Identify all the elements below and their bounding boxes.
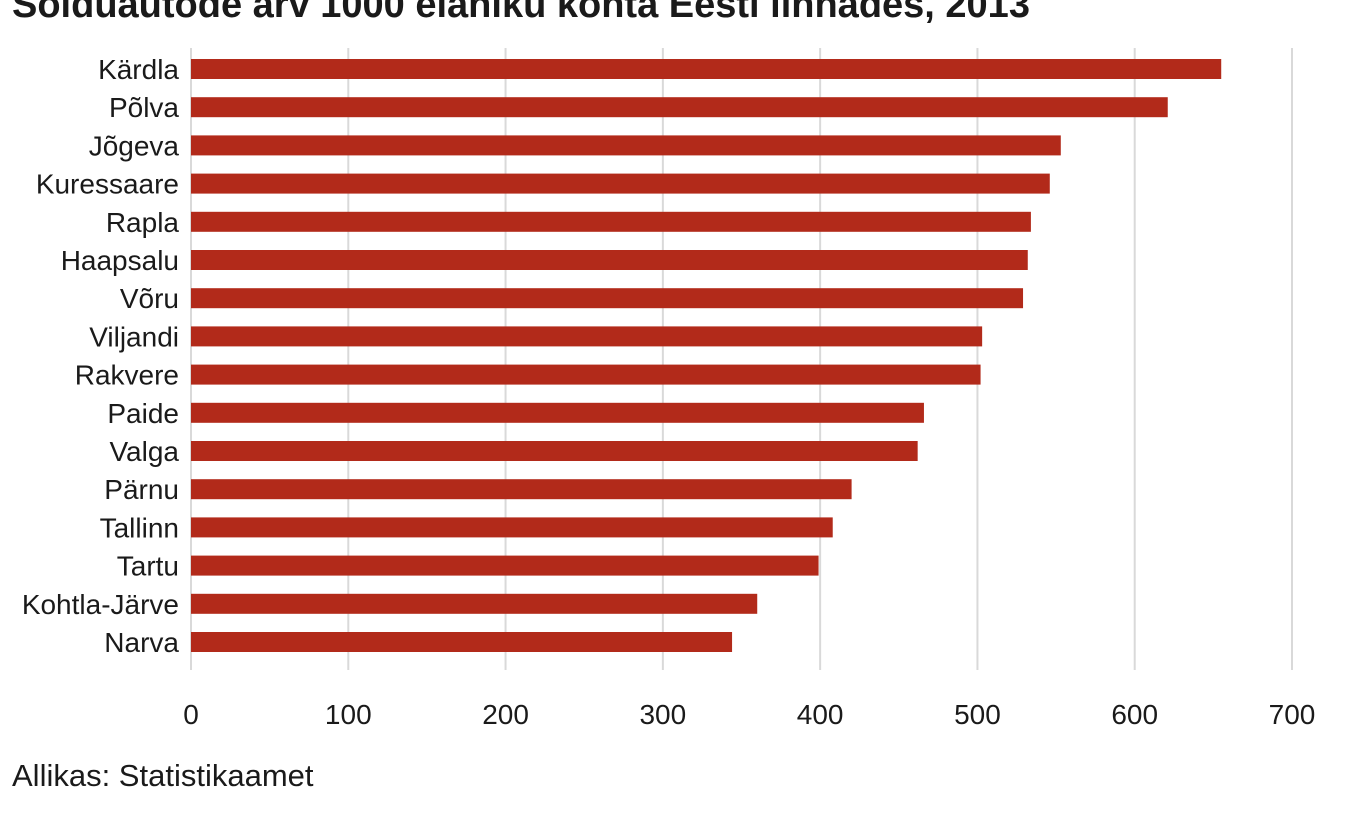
category-label: Kärdla xyxy=(98,54,179,85)
x-tick-label: 700 xyxy=(1269,699,1316,730)
bar xyxy=(191,288,1024,309)
bars xyxy=(191,59,1222,652)
category-label: Kohtla-Järve xyxy=(22,589,179,620)
category-label: Pärnu xyxy=(104,474,179,505)
category-label: Võru xyxy=(120,283,179,314)
category-label: Rapla xyxy=(106,207,180,238)
category-label: Kuressaare xyxy=(36,169,179,200)
category-label: Narva xyxy=(104,627,179,658)
x-tick-label: 0 xyxy=(183,699,199,730)
chart-title: Sõiduautode arv 1000 elaniku kohta Eesti… xyxy=(12,0,1030,26)
category-label: Jõgeva xyxy=(89,130,180,161)
category-label: Tartu xyxy=(117,551,179,582)
bar xyxy=(191,441,918,461)
bar xyxy=(191,364,981,385)
x-tick-label: 600 xyxy=(1111,699,1158,730)
bar xyxy=(191,326,983,347)
bar xyxy=(191,632,733,652)
category-label: Haapsalu xyxy=(61,245,179,276)
bar xyxy=(191,517,833,538)
bar xyxy=(191,250,1028,270)
category-label: Viljandi xyxy=(89,321,179,352)
bar xyxy=(191,59,1222,79)
bar xyxy=(191,97,1168,118)
bar xyxy=(191,135,1061,156)
bar xyxy=(191,173,1050,194)
x-tick-label: 200 xyxy=(482,699,529,730)
bar xyxy=(191,555,819,576)
category-label: Tallinn xyxy=(100,512,179,543)
source-note: Allikas: Statistikaamet xyxy=(12,758,314,793)
x-tick-label: 100 xyxy=(325,699,372,730)
category-label: Põlva xyxy=(109,92,179,123)
bar xyxy=(191,593,758,614)
bar xyxy=(191,479,852,500)
x-tick-label: 300 xyxy=(639,699,686,730)
x-tick-labels: 0 100 200 300 400 500 600 700 xyxy=(183,699,1315,730)
bar xyxy=(191,402,924,423)
category-label: Rakvere xyxy=(75,360,179,391)
bar-chart: Kärdla Põlva Jõgeva Kuressaare Rapla Haapsalu… xyxy=(22,48,1315,730)
category-label: Paide xyxy=(107,398,179,429)
x-tick-label: 500 xyxy=(954,699,1001,730)
bar xyxy=(191,211,1031,232)
category-label: Valga xyxy=(109,436,179,467)
category-labels: Kärdla Põlva Jõgeva Kuressaare Rapla Haapsalu… xyxy=(22,54,180,658)
x-tick-label: 400 xyxy=(797,699,844,730)
